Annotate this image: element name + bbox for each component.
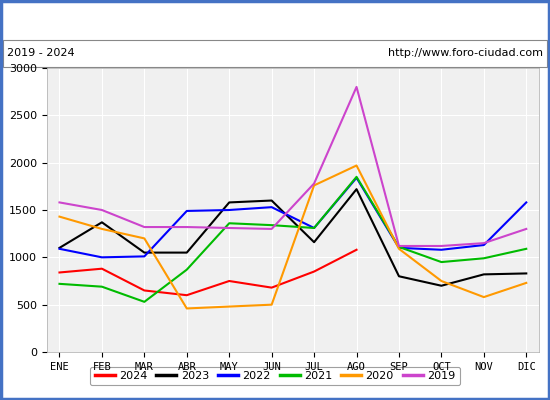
Legend: 2024, 2023, 2022, 2021, 2020, 2019: 2024, 2023, 2022, 2021, 2020, 2019 [90,366,460,386]
Text: Evolucion Nº Turistas Nacionales en el municipio de Casas de Benítez: Evolucion Nº Turistas Nacionales en el m… [43,12,507,26]
Text: http://www.foro-ciudad.com: http://www.foro-ciudad.com [388,48,543,58]
Text: 2019 - 2024: 2019 - 2024 [7,48,74,58]
